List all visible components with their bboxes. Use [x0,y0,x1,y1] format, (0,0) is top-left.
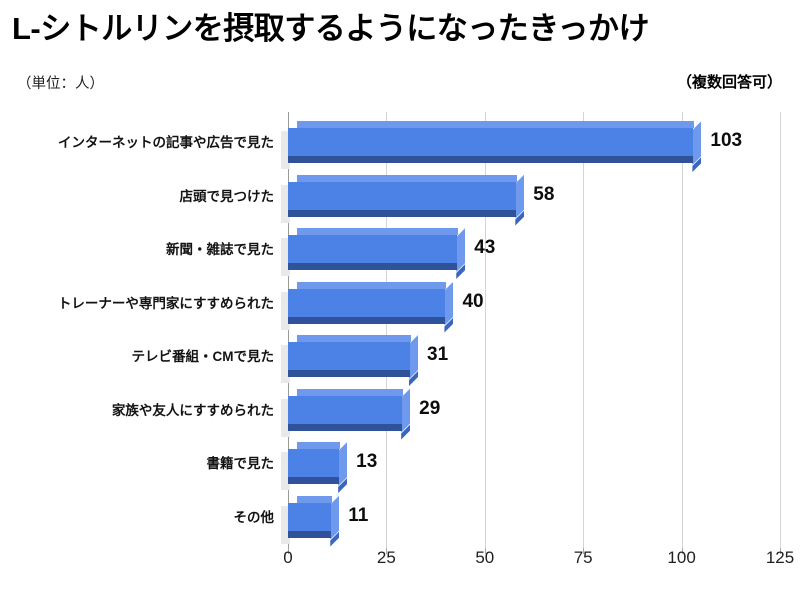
x-axis-tick-label: 100 [667,548,696,567]
category-label: 店頭で見つけた [179,188,275,204]
bar-shadow [281,291,290,330]
bar-value-label: 43 [474,237,496,258]
bar-value-label: 31 [427,344,449,365]
bar-end-cap [409,335,418,379]
gridline [583,112,585,548]
bar-value-label: 103 [710,130,743,151]
bar-end-cap [444,282,453,326]
bar-front-face [288,342,411,370]
x-tick-mark [583,548,585,554]
bar-top-face [297,388,404,396]
gridline [780,112,781,548]
bar-end-cap [330,496,339,540]
x-tick-mark [484,548,486,554]
bar-base-shadow [288,530,332,538]
bar-front-face [288,181,517,210]
multiple-answer-note: （複数回答可） [676,74,782,91]
category-label: 新聞・雑誌で見た [166,242,274,257]
bar-front-face [288,395,403,424]
bar-top-face [297,174,518,182]
gridline [484,112,486,548]
bar-front-face [288,502,332,531]
category-label: 家族や友人にすすめられた [111,402,274,418]
bar-end-cap-shadow [515,210,525,226]
bar-end-cap-shadow [444,317,454,333]
x-tick-mark [681,548,683,554]
bar-top-face [297,121,695,128]
bar-base-shadow [288,156,694,163]
bar-end-cap [338,442,347,486]
gridline [386,112,388,548]
category-label: インターネットの記事や広告で見た [58,135,274,150]
category-label: 書籍で見た [206,456,275,471]
bar-end-cap-shadow [338,478,348,493]
plot-area [281,112,781,554]
x-tick-mark [386,548,388,554]
bar-end-cap-shadow [330,531,340,547]
bar-end-cap [401,389,410,433]
category-label: トレーナーや専門家にすすめられた [57,295,274,311]
x-axis-tick-label: 25 [376,548,396,567]
bar-shadow [281,238,290,276]
bar-shadow [281,184,290,223]
bar-value-label: 13 [356,451,378,472]
x-tick-mark [780,548,781,554]
bar-shadow [281,345,290,383]
bar-value-label: 58 [533,183,555,205]
bar-front-face [288,449,340,477]
bar-base-shadow [288,423,403,431]
bar-end-cap [692,121,701,165]
x-axis-tick-label: 50 [475,548,495,567]
bar-shadow [281,131,290,169]
bar-front-face [288,235,458,263]
bar-value-label: 40 [462,290,484,312]
bar-top-face [297,281,447,289]
x-axis-tick-label: 75 [573,548,593,567]
gridline [681,112,683,548]
bar-top-face [297,228,459,235]
unit-note: （単位：人） [17,76,104,92]
bar-end-cap-shadow [401,424,411,440]
bar-front-face [288,128,694,156]
bar-base-shadow [288,370,411,377]
x-axis-tick-label: 125 [765,548,795,567]
bar-base-shadow [288,263,458,270]
category-label: テレビ番組・CMで見た [131,349,275,364]
bar-shadow [281,505,290,544]
bar-top-face [297,495,333,503]
bar-end-cap-shadow [692,157,702,172]
bar-value-label: 11 [348,504,369,526]
bar-top-face [297,442,341,449]
bar-top-face [297,335,412,342]
bar-base-shadow [288,316,446,324]
bar-shadow [281,398,290,437]
bar-end-cap-shadow [409,371,419,386]
bar-base-shadow [288,209,517,217]
bar-shadow [281,452,290,490]
page-title: L-シトルリンを摂取するようになったきっかけ [12,11,650,46]
x-tick-mark [288,548,289,554]
bar-end-cap-shadow [456,264,466,279]
bar-value-label: 29 [419,397,441,419]
axis-line-zero [288,112,289,548]
bar-base-shadow [288,477,340,484]
bar-end-cap [456,228,465,272]
x-axis-tick-label: 0 [283,548,293,567]
bar-front-face [288,288,446,317]
category-label: その他 [233,509,275,525]
bar-end-cap [515,175,524,219]
